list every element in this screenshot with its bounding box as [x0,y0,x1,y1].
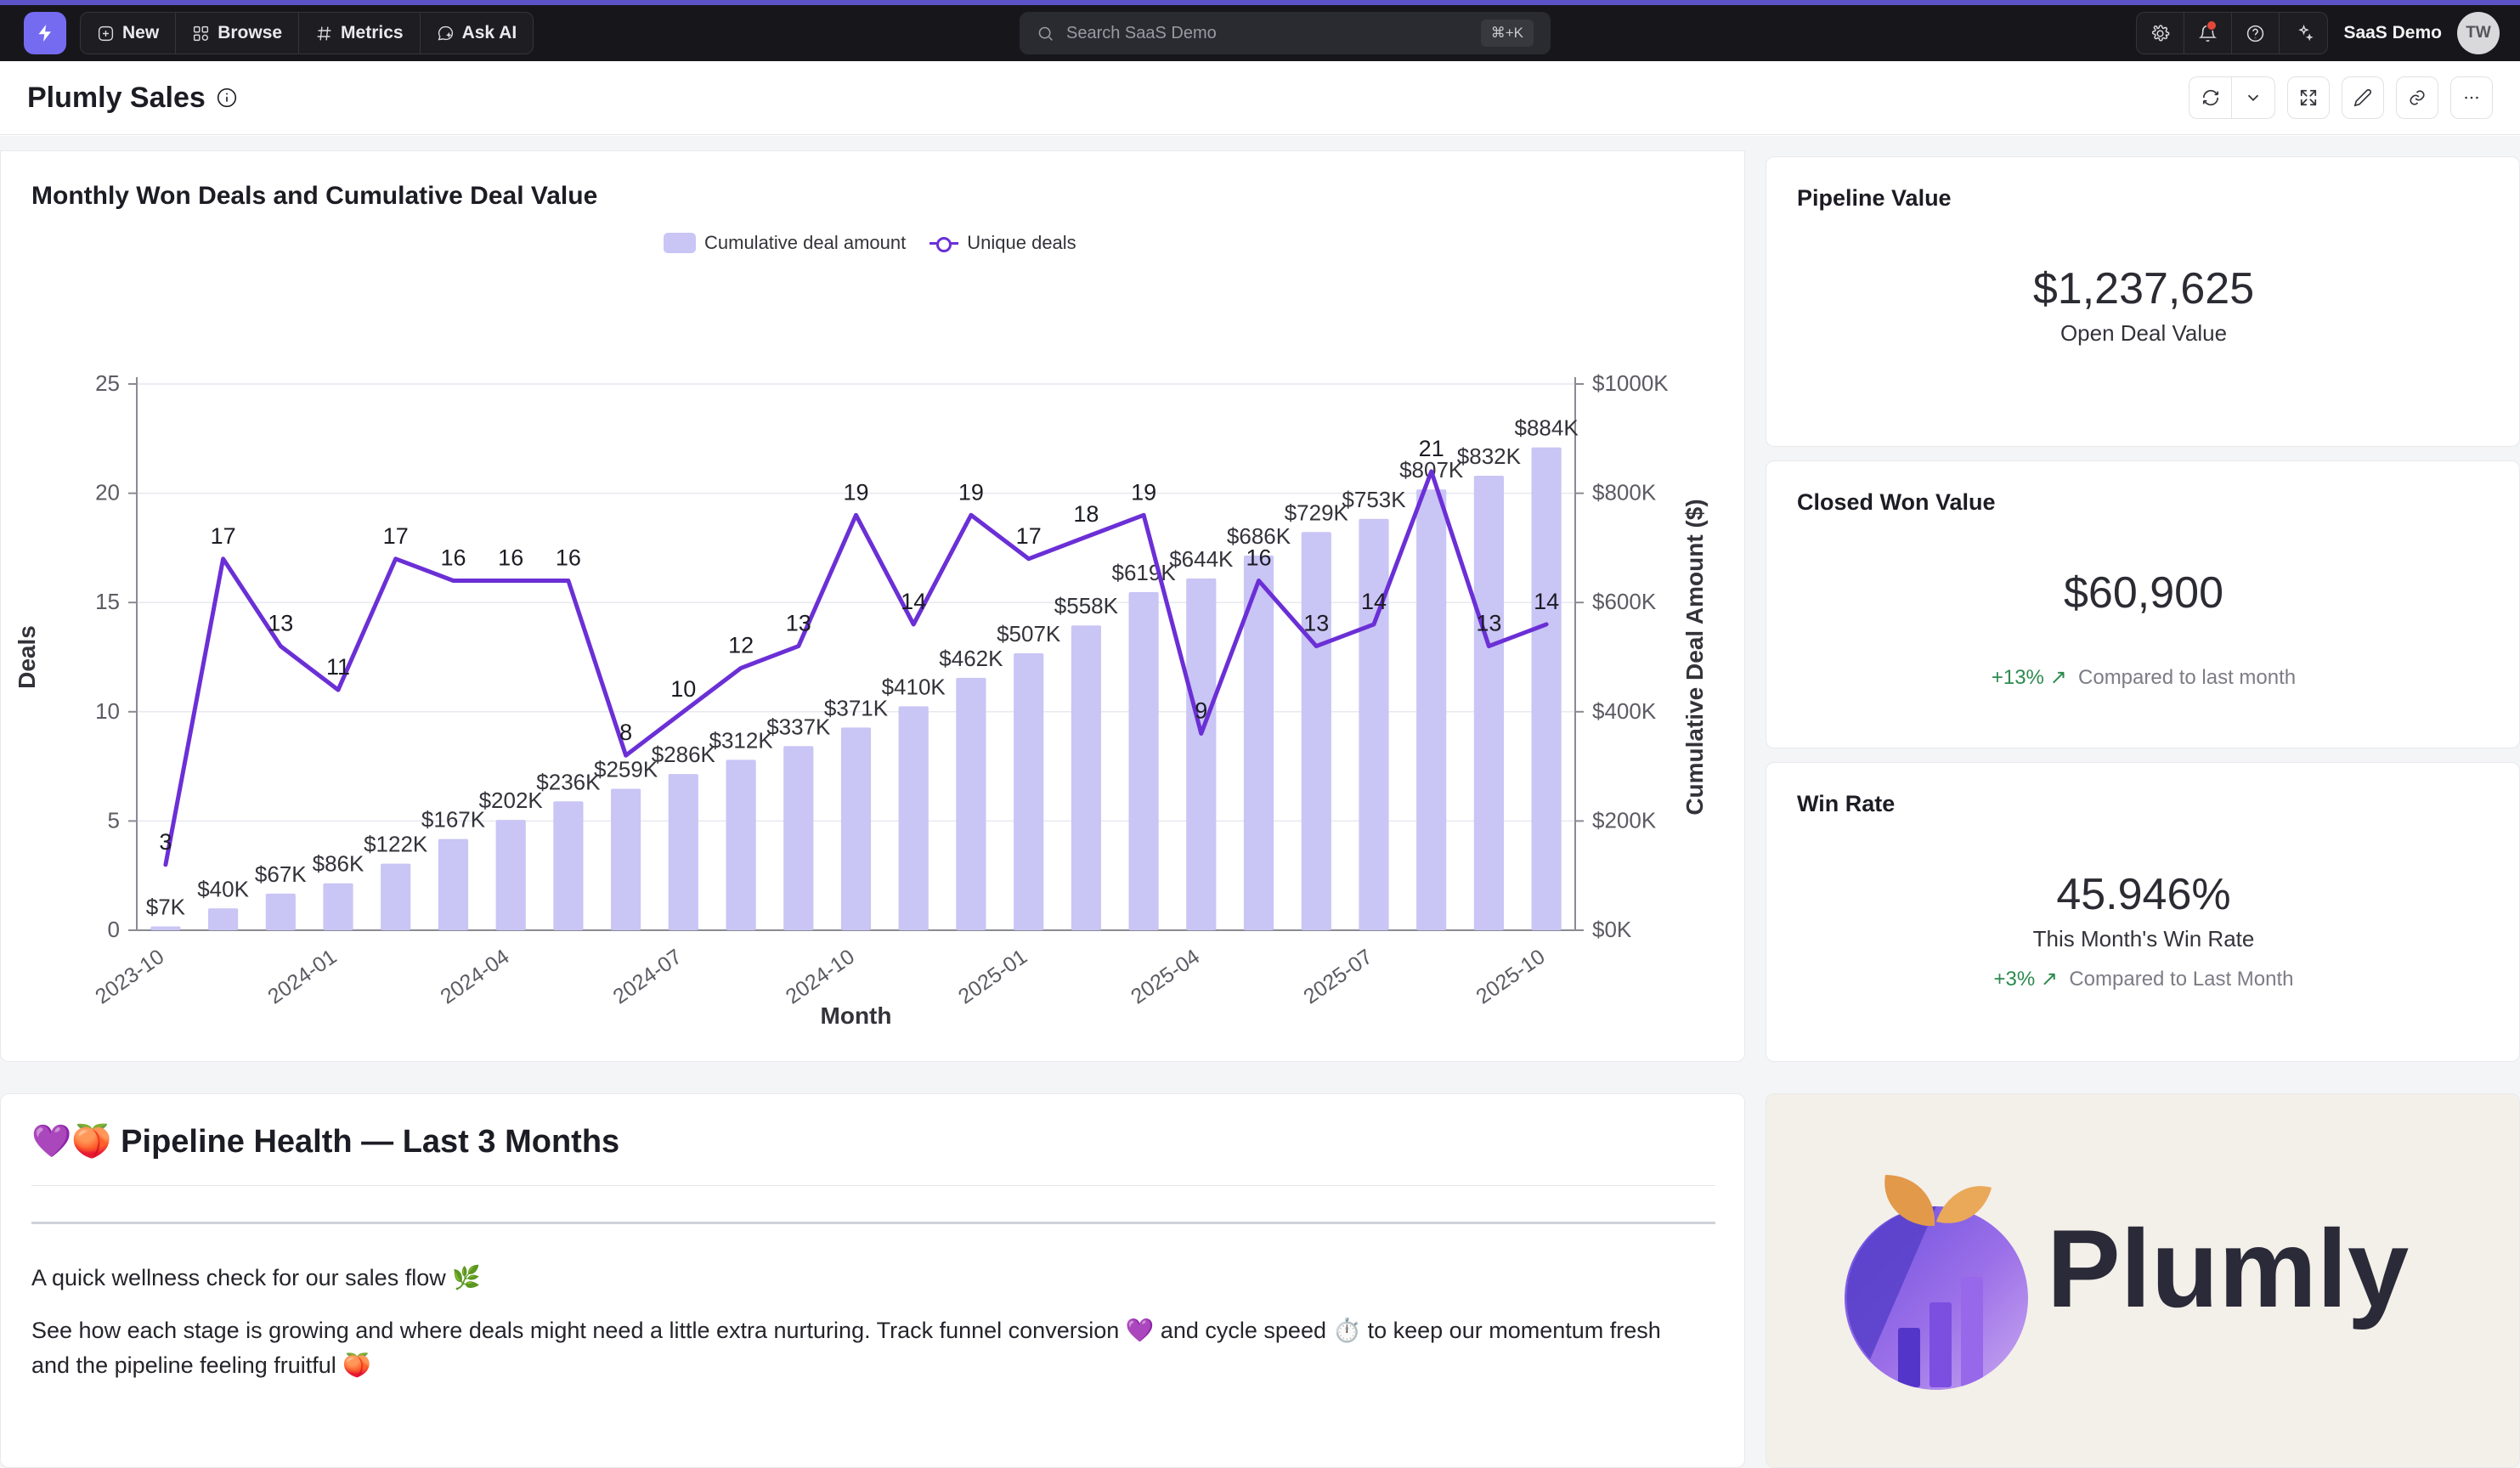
svg-text:$286K: $286K [652,742,716,767]
svg-text:8: 8 [619,720,632,745]
svg-text:$259K: $259K [594,757,658,782]
svg-text:11: 11 [326,654,350,680]
svg-text:2024-04: 2024-04 [436,945,513,1009]
svg-text:5: 5 [108,807,120,833]
svg-text:Month: Month [821,1002,892,1029]
svg-text:19: 19 [1131,479,1156,505]
svg-text:13: 13 [786,611,811,636]
svg-text:19: 19 [958,479,984,505]
svg-text:$236K: $236K [536,769,601,794]
svg-text:18: 18 [1073,501,1099,527]
svg-text:0: 0 [108,917,120,942]
svg-text:$200K: $200K [1592,807,1657,833]
svg-text:$1000K: $1000K [1592,370,1669,396]
svg-text:$410K: $410K [882,674,946,699]
svg-text:20: 20 [95,480,120,505]
svg-text:Cumulative Deal Amount ($): Cumulative Deal Amount ($) [1681,499,1708,815]
svg-text:$644K: $644K [1169,546,1234,572]
svg-text:2025-01: 2025-01 [954,945,1031,1009]
svg-text:$371K: $371K [824,695,889,720]
svg-text:$832K: $832K [1457,443,1522,469]
svg-text:2024-07: 2024-07 [609,945,687,1009]
svg-text:10: 10 [670,676,696,702]
svg-text:2024-01: 2024-01 [263,945,341,1009]
svg-text:2025-07: 2025-07 [1299,945,1376,1009]
svg-text:13: 13 [1476,611,1501,636]
svg-text:10: 10 [95,698,120,724]
svg-text:$0K: $0K [1592,917,1632,942]
svg-text:$800K: $800K [1592,480,1657,505]
svg-text:$86K: $86K [313,851,364,877]
svg-text:19: 19 [843,479,868,505]
svg-text:2024-10: 2024-10 [782,945,859,1009]
svg-text:$462K: $462K [939,646,1003,671]
svg-text:$7K: $7K [146,895,186,920]
svg-text:16: 16 [556,545,581,571]
svg-text:$40K: $40K [197,876,249,901]
svg-text:16: 16 [498,545,523,571]
svg-text:$337K: $337K [766,714,831,739]
svg-text:$167K: $167K [421,807,486,833]
svg-text:2025-04: 2025-04 [1127,945,1204,1009]
svg-text:16: 16 [1246,545,1271,571]
svg-text:$729K: $729K [1285,500,1349,525]
svg-text:17: 17 [1016,523,1042,549]
svg-text:$312K: $312K [709,727,774,753]
svg-text:$753K: $753K [1342,487,1406,512]
svg-text:$400K: $400K [1592,698,1657,724]
svg-text:17: 17 [211,523,236,549]
svg-text:25: 25 [95,370,120,396]
svg-text:$619K: $619K [1112,560,1177,585]
svg-text:Deals: Deals [14,625,40,689]
svg-text:13: 13 [268,611,293,636]
svg-text:12: 12 [728,632,754,658]
svg-text:$507K: $507K [997,621,1061,646]
svg-text:9: 9 [1195,698,1207,724]
svg-text:$202K: $202K [479,788,544,813]
svg-text:$67K: $67K [255,861,307,887]
svg-text:14: 14 [901,589,926,614]
svg-text:2025-10: 2025-10 [1472,945,1549,1009]
svg-text:$558K: $558K [1054,593,1119,618]
svg-text:16: 16 [440,545,466,571]
svg-text:3: 3 [159,829,172,855]
svg-text:17: 17 [383,523,409,549]
svg-text:$600K: $600K [1592,589,1657,614]
svg-text:15: 15 [95,589,120,614]
svg-text:13: 13 [1303,611,1329,636]
svg-text:2023-10: 2023-10 [91,945,168,1009]
svg-text:21: 21 [1419,436,1444,461]
svg-text:$122K: $122K [364,832,428,857]
svg-text:14: 14 [1534,589,1559,614]
svg-text:14: 14 [1361,589,1387,614]
svg-text:$884K: $884K [1515,415,1579,441]
